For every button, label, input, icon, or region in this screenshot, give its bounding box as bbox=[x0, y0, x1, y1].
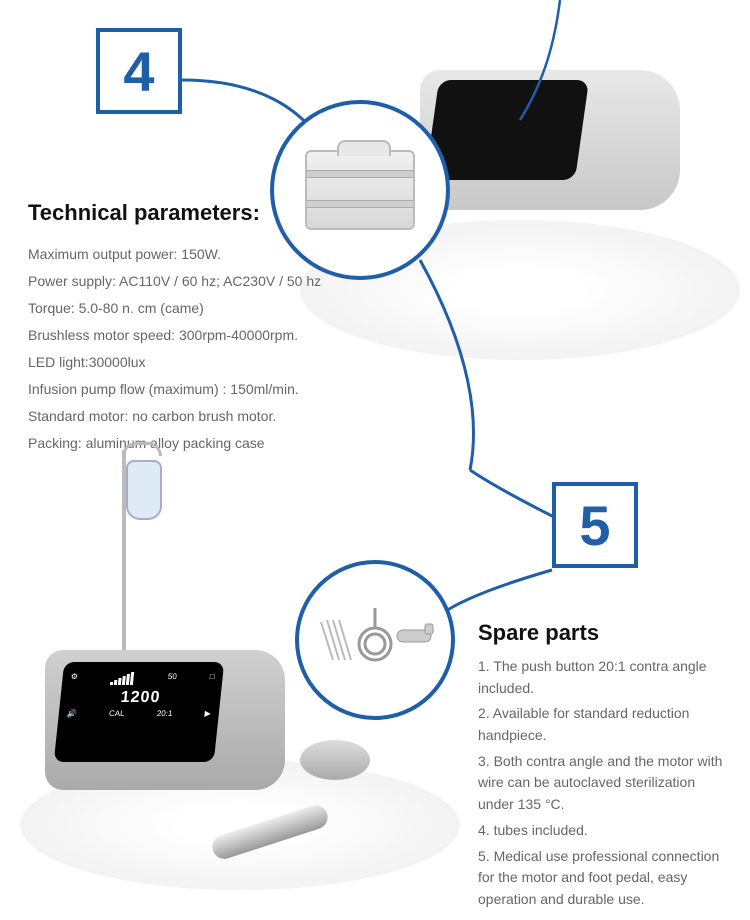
inset-circle-spare-parts bbox=[295, 560, 455, 720]
screen-level-bars bbox=[110, 672, 136, 687]
technical-parameters-title: Technical parameters: bbox=[28, 200, 260, 226]
section-number-5: 5 bbox=[552, 482, 638, 568]
foot-pedal-icon bbox=[300, 740, 370, 780]
spec-item: Infusion pump flow (maximum) : 150ml/min… bbox=[28, 379, 388, 400]
spare-item: 1. The push button 20:1 contra angle inc… bbox=[478, 656, 728, 699]
screen-btn: 🔊 bbox=[66, 709, 77, 718]
section-number-4-value: 4 bbox=[123, 39, 154, 104]
technical-parameters-list: Maximum output power: 150W. Power supply… bbox=[28, 244, 388, 460]
screen-btn: 20:1 bbox=[156, 709, 173, 718]
section-number-5-value: 5 bbox=[579, 493, 610, 558]
spare-item: 2. Available for standard reduction hand… bbox=[478, 703, 728, 746]
device-lcd-screen: ⚙ 50 □ 1200 🔊 CAL 20:1 ▶ bbox=[54, 662, 225, 762]
spec-item: Standard motor: no carbon brush motor. bbox=[28, 406, 388, 427]
spec-item: LED light:30000lux bbox=[28, 352, 388, 373]
implant-motor-unit bbox=[420, 70, 720, 270]
spare-parts-icon bbox=[315, 600, 435, 680]
spec-item: Torque: 5.0-80 n. cm (came) bbox=[28, 298, 388, 319]
spare-parts-title: Spare parts bbox=[478, 620, 599, 646]
spare-parts-list: 1. The push button 20:1 contra angle inc… bbox=[478, 656, 728, 915]
carry-case-icon bbox=[305, 150, 415, 230]
section-number-4: 4 bbox=[96, 28, 182, 114]
spec-item: Maximum output power: 150W. bbox=[28, 244, 388, 265]
spare-item: 3. Both contra angle and the motor with … bbox=[478, 751, 728, 816]
spec-item: Power supply: AC110V / 60 hz; AC230V / 5… bbox=[28, 271, 388, 292]
screen-value-rpm: 1200 bbox=[120, 689, 161, 706]
implant-motor-with-screen: ⚙ 50 □ 1200 🔊 CAL 20:1 ▶ bbox=[45, 650, 305, 820]
spec-item: Packing: aluminum alloy packing case bbox=[28, 433, 388, 454]
iv-infusion-stand-icon bbox=[120, 460, 200, 660]
screen-icon-gear: ⚙ bbox=[70, 672, 79, 687]
spare-item: 5. Medical use professional connection f… bbox=[478, 846, 728, 911]
screen-value-torque: 50 bbox=[167, 672, 177, 687]
screen-btn: ▶ bbox=[204, 709, 211, 718]
spare-item: 4. tubes included. bbox=[478, 820, 728, 842]
spec-item: Brushless motor speed: 300rpm-40000rpm. bbox=[28, 325, 388, 346]
screen-btn: CAL bbox=[109, 709, 126, 718]
screen-icon-box: □ bbox=[209, 672, 215, 687]
